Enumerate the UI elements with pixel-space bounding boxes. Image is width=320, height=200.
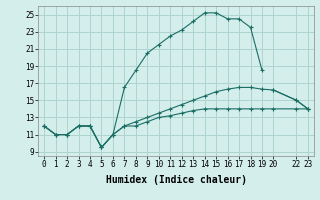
X-axis label: Humidex (Indice chaleur): Humidex (Indice chaleur) [106,175,246,185]
